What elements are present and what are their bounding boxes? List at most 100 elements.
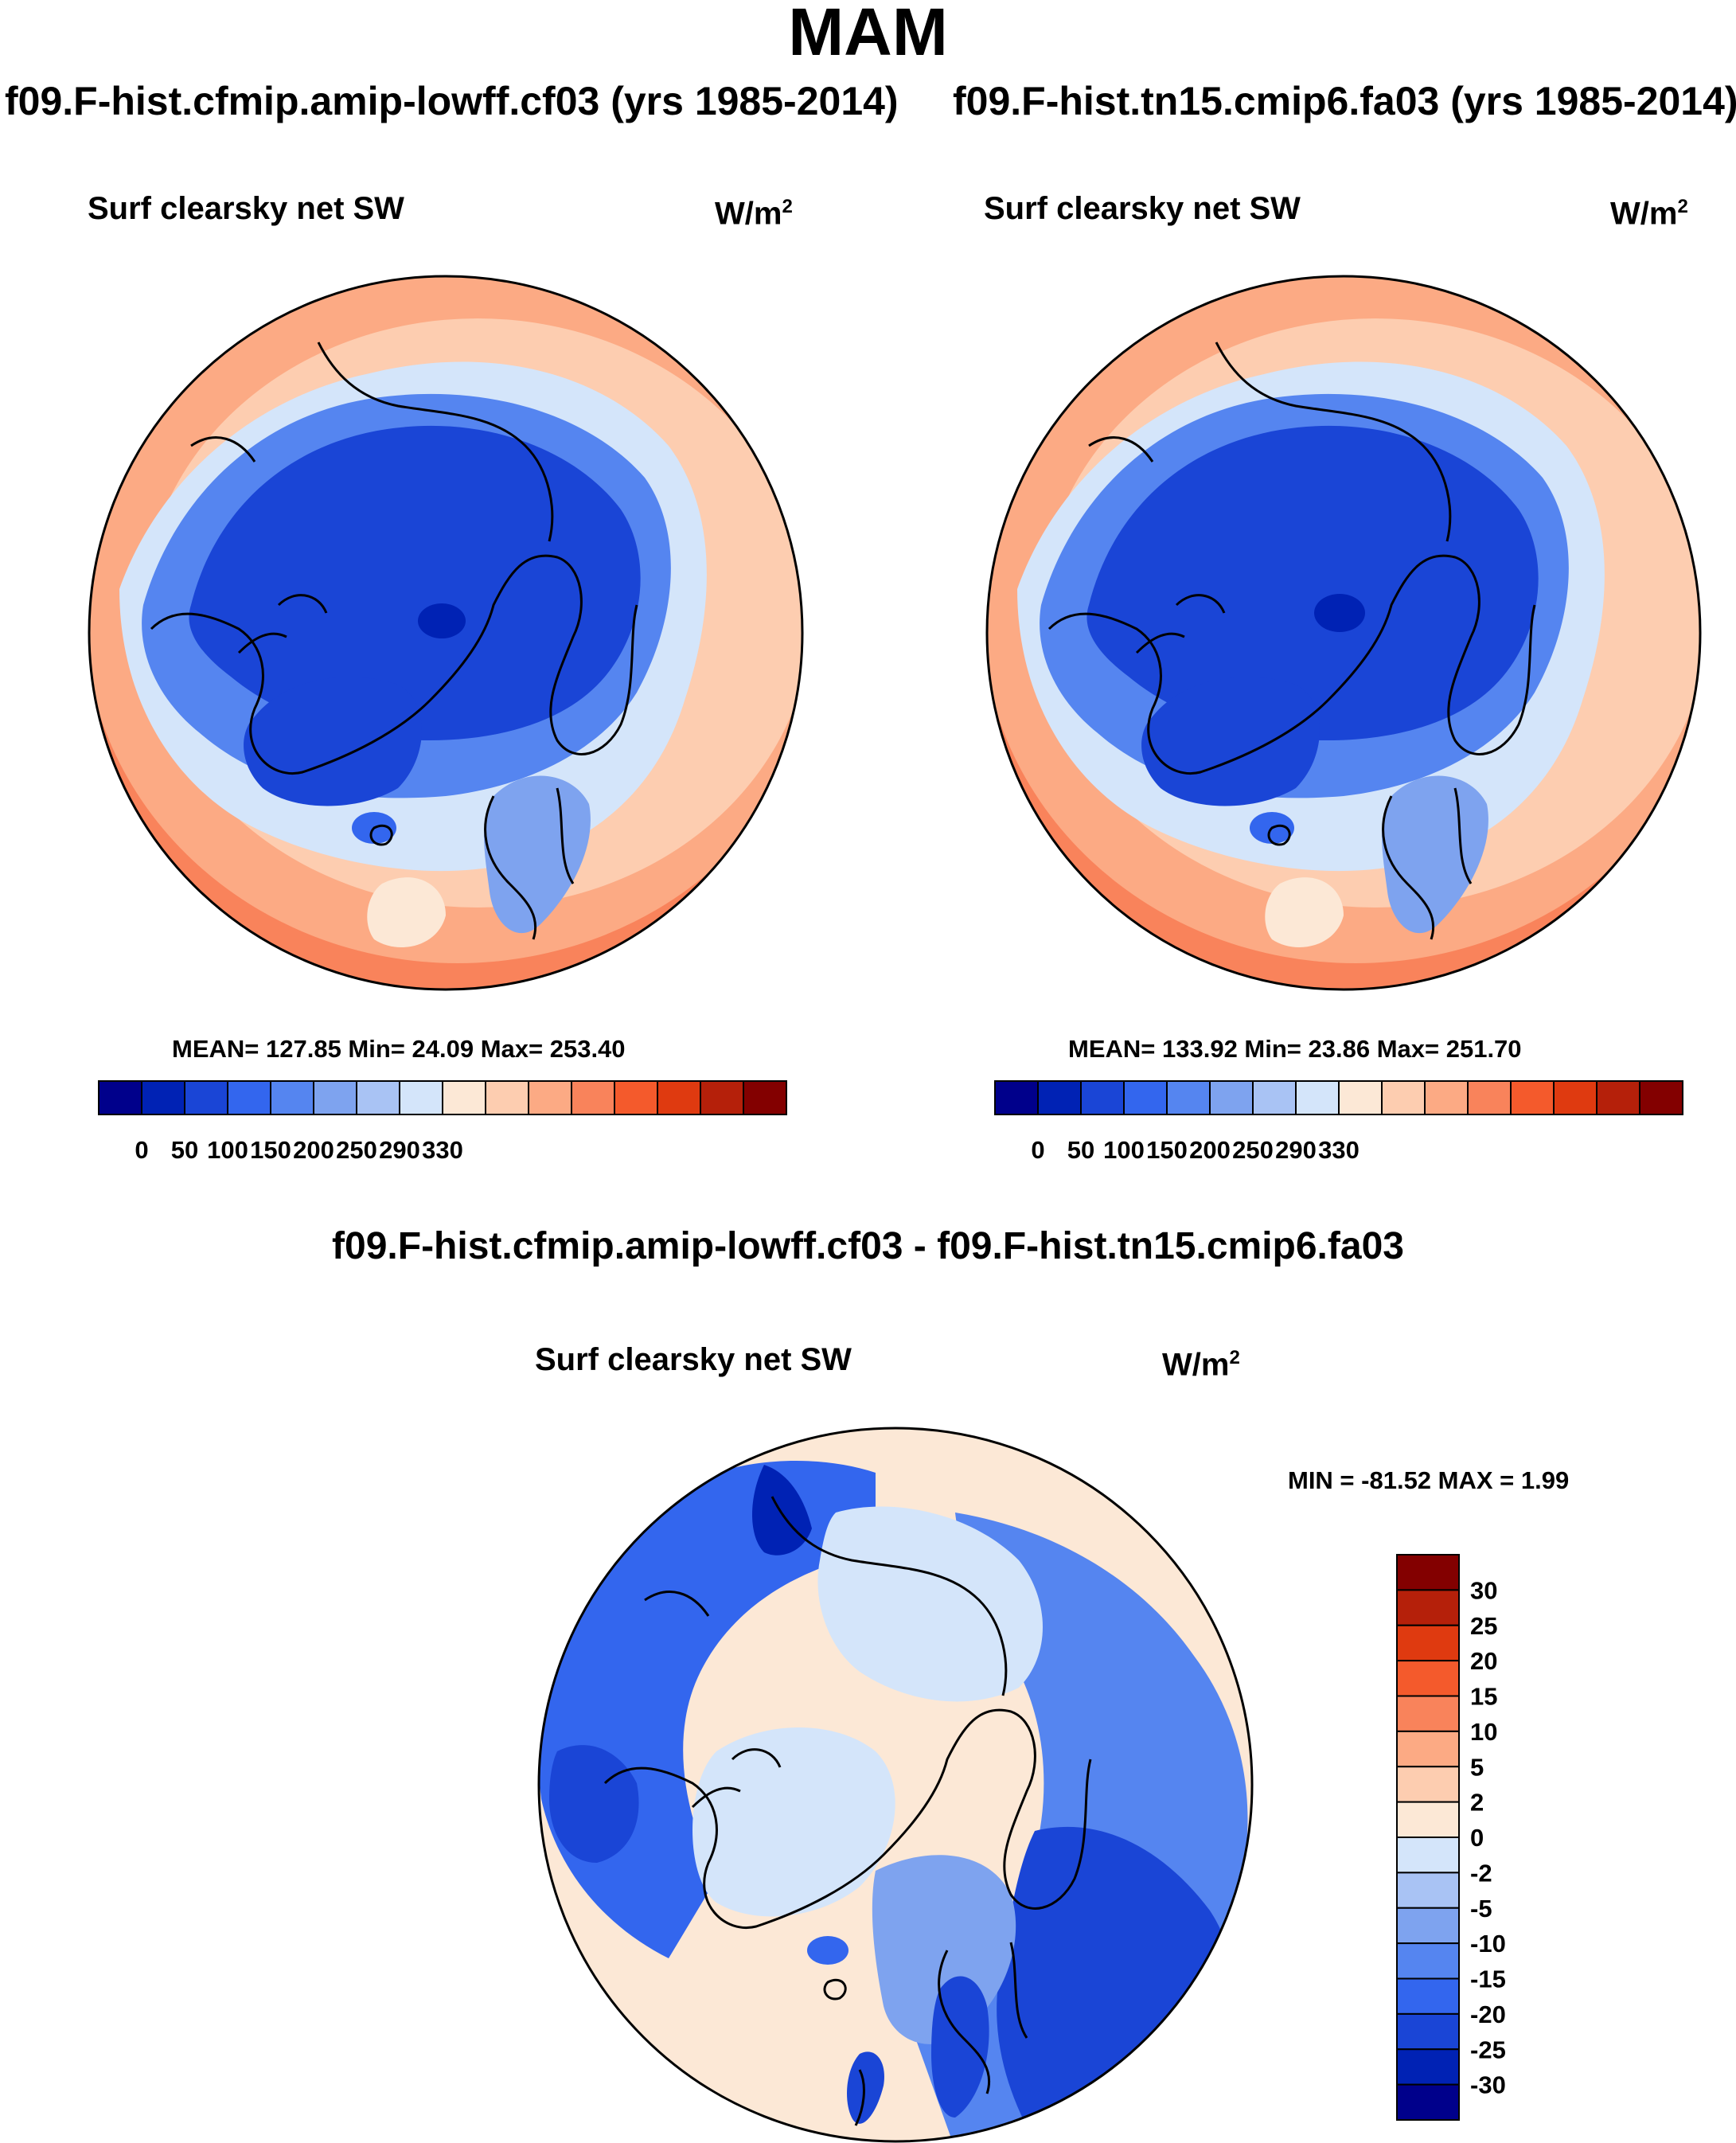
- colorbar-swatch: [1396, 1872, 1460, 1909]
- colorbar-tick-label: 200: [1189, 1136, 1231, 1164]
- colorbar-swatch: [1396, 1660, 1460, 1697]
- colorbar-swatch: [1338, 1080, 1383, 1115]
- colorbar-swatch: [141, 1080, 185, 1115]
- colorbar-swatch: [98, 1080, 142, 1115]
- colorbar-tick-label: 150: [1146, 1136, 1188, 1164]
- colorbar-tick-label: 150: [250, 1136, 291, 1164]
- colorbar-swatch: [657, 1080, 701, 1115]
- left-coastlines: [150, 342, 638, 940]
- colorbar-swatch: [571, 1080, 615, 1115]
- left-variable-label: Surf clearsky net SW: [88, 191, 404, 226]
- left-polar-map: [88, 275, 804, 991]
- colorbar-swatch: [614, 1080, 658, 1115]
- colorbar-tick-label: 250: [336, 1136, 377, 1164]
- colorbar-swatch: [1396, 1977, 1460, 2015]
- colorbar-tick-label: 50: [1067, 1136, 1094, 1164]
- colorbar-tick-label: -30: [1470, 2071, 1506, 2099]
- colorbar-tick-label: 50: [171, 1136, 198, 1164]
- colorbar-swatch: [1396, 1837, 1460, 1874]
- colorbar-tick-label: -15: [1470, 1965, 1506, 1993]
- colorbar-tick-label: -2: [1470, 1859, 1492, 1887]
- colorbar-tick-label: 100: [1103, 1136, 1145, 1164]
- colorbar-swatch: [1396, 1907, 1460, 1945]
- right-stats: MEAN= 133.92 Min= 23.86 Max= 251.70: [1068, 1035, 1522, 1063]
- left-map-boundary: [88, 275, 804, 991]
- colorbar-swatch: [1553, 1080, 1598, 1115]
- colorbar-swatch: [442, 1080, 486, 1115]
- colorbar-tick-label: 200: [293, 1136, 334, 1164]
- colorbar-swatch: [1396, 2083, 1460, 2121]
- colorbar-swatch: [1037, 1080, 1082, 1115]
- difference-stats: MIN = -81.52 MAX = 1.99: [1288, 1466, 1570, 1494]
- colorbar-swatch: [1209, 1080, 1254, 1115]
- colorbar-swatch: [1396, 1695, 1460, 1732]
- difference-title: f09.F-hist.cfmip.amip-lowff.cf03 - f09.F…: [332, 1225, 1404, 1267]
- colorbar-swatch: [1381, 1080, 1426, 1115]
- colorbar-swatch: [1166, 1080, 1211, 1115]
- colorbar-swatch: [1396, 1730, 1460, 1768]
- colorbar-swatch: [399, 1080, 443, 1115]
- colorbar-tick-label: 15: [1470, 1683, 1497, 1711]
- right-colorbar: 0 50 100 150 200 250 290 330: [994, 1080, 1683, 1164]
- colorbar-swatch: [1396, 1766, 1460, 1803]
- left-case-title: f09.F-hist.cfmip.amip-lowff.cf03 (yrs 19…: [5, 79, 899, 123]
- colorbar-tick-label: 290: [379, 1136, 420, 1164]
- left-colorbar: 0 50 100 150 200 250 290 330: [98, 1080, 787, 1164]
- difference-units-label: W/m2: [1162, 1347, 1240, 1383]
- colorbar-tick-label: 100: [207, 1136, 248, 1164]
- colorbar-tick-label: 2: [1470, 1789, 1484, 1817]
- colorbar-swatch: [1510, 1080, 1555, 1115]
- colorbar-swatch: [1396, 1801, 1460, 1838]
- colorbar-swatch: [1596, 1080, 1640, 1115]
- colorbar-tick-label: 290: [1275, 1136, 1317, 1164]
- right-variable-label: Surf clearsky net SW: [984, 191, 1301, 226]
- colorbar-tick-label: 30: [1470, 1576, 1497, 1604]
- colorbar-swatch: [184, 1080, 228, 1115]
- colorbar-swatch: [1252, 1080, 1297, 1115]
- colorbar-tick-label: -5: [1470, 1895, 1492, 1922]
- colorbar-tick-label: 0: [1470, 1824, 1484, 1852]
- right-polar-map: [985, 275, 1702, 991]
- left-units-label: W/m2: [715, 196, 793, 232]
- colorbar-swatch: [270, 1080, 314, 1115]
- colorbar-tick-label: 20: [1470, 1647, 1497, 1675]
- colorbar-tick-label: 250: [1232, 1136, 1274, 1164]
- colorbar-tick-label: 10: [1470, 1718, 1497, 1746]
- colorbar-tick-label: -20: [1470, 2001, 1506, 2028]
- colorbar-swatch: [1424, 1080, 1469, 1115]
- colorbar-tick-label: 330: [1318, 1136, 1360, 1164]
- right-units-label: W/m2: [1610, 196, 1688, 232]
- colorbar-swatch: [1295, 1080, 1340, 1115]
- colorbar-swatch: [227, 1080, 271, 1115]
- colorbar-swatch: [1396, 2012, 1460, 2051]
- colorbar-swatch: [1396, 2048, 1460, 2086]
- difference-variable-label: Surf clearsky net SW: [535, 1342, 852, 1377]
- colorbar-tick-label: 330: [422, 1136, 463, 1164]
- colorbar-swatch: [743, 1080, 787, 1115]
- difference-polar-map: [537, 1427, 1254, 2143]
- colorbar-swatch: [1639, 1080, 1683, 1115]
- colorbar-tick-label: 25: [1470, 1612, 1497, 1640]
- colorbar-swatch: [356, 1080, 400, 1115]
- right-coastlines: [1047, 342, 1536, 940]
- colorbar-tick-label: -10: [1470, 1930, 1506, 1958]
- right-map-boundary: [985, 275, 1702, 991]
- colorbar-swatch: [1396, 1589, 1460, 1626]
- right-case-title: f09.F-hist.tn15.cmip6.fa03 (yrs 1985-201…: [953, 79, 1736, 123]
- figure-title: MAM: [788, 0, 948, 69]
- colorbar-swatch: [1396, 1624, 1460, 1662]
- colorbar-swatch: [1123, 1080, 1168, 1115]
- difference-map-boundary: [537, 1427, 1254, 2143]
- colorbar-swatch: [700, 1080, 744, 1115]
- colorbar-swatch: [1396, 1554, 1460, 1591]
- colorbar-swatch: [994, 1080, 1039, 1115]
- left-stats: MEAN= 127.85 Min= 24.09 Max= 253.40: [172, 1035, 626, 1063]
- colorbar-swatch: [528, 1080, 572, 1115]
- colorbar-tick-label: 5: [1470, 1753, 1484, 1781]
- colorbar-swatch: [1396, 1942, 1460, 1980]
- difference-coastlines: [603, 1496, 1092, 2126]
- colorbar-swatch: [1467, 1080, 1512, 1115]
- colorbar-swatch: [1080, 1080, 1125, 1115]
